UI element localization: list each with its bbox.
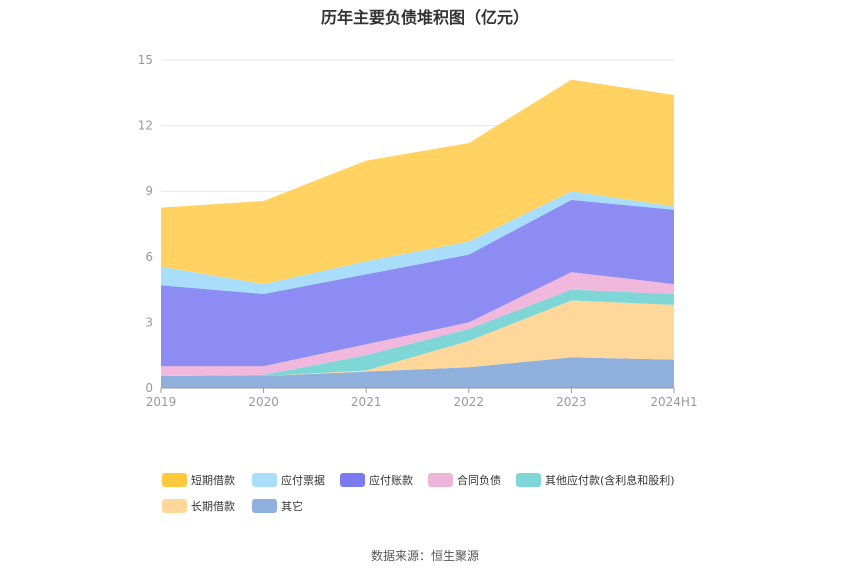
legend-swatch xyxy=(162,473,187,487)
legend-swatch xyxy=(428,473,453,487)
y-tick-label: 0 xyxy=(145,381,153,395)
x-tick-label: 2020 xyxy=(248,395,279,409)
chart-title: 历年主要负债堆积图（亿元） xyxy=(320,8,529,27)
legend-swatch xyxy=(516,473,541,487)
legend-item-accounts-payable[interactable]: 应付账款 xyxy=(340,472,413,488)
legend-label: 其他应付款(含利息和股利) xyxy=(545,474,675,487)
y-tick-label: 15 xyxy=(138,53,153,67)
legend-label: 其它 xyxy=(281,500,303,513)
legend-label: 短期借款 xyxy=(191,474,235,487)
area-合同负债[interactable] xyxy=(161,272,674,376)
legend-item-others[interactable]: 其它 xyxy=(252,498,303,514)
x-tick-label: 2022 xyxy=(454,395,485,409)
area-应付票据[interactable] xyxy=(161,191,674,294)
legend-label: 长期借款 xyxy=(191,500,235,513)
y-tick-label: 12 xyxy=(138,119,153,133)
legend-swatch xyxy=(252,499,277,513)
legend-swatch xyxy=(340,473,365,487)
legend-item-other-payables[interactable]: 其他应付款(含利息和股利) xyxy=(516,472,675,488)
legend-label: 合同负债 xyxy=(457,474,501,487)
legend-item-contract-liabilities[interactable]: 合同负债 xyxy=(428,472,501,488)
area-其他应付款(含利息和股利)[interactable] xyxy=(161,289,674,376)
legend-swatch xyxy=(162,499,187,513)
x-tick-label: 2019 xyxy=(146,395,177,409)
axes: 0 3 6 9 12 15 2019 2020 2021 2022 2023 2024H1 xyxy=(138,53,698,409)
legend-label: 应付账款 xyxy=(369,474,413,487)
y-tick-label: 3 xyxy=(145,315,153,329)
legend-item-short-term-loans[interactable]: 短期借款 xyxy=(162,472,235,488)
area-series xyxy=(161,79,674,388)
legend-label: 应付票据 xyxy=(281,474,325,487)
x-tick-label: 2024H1 xyxy=(650,395,697,409)
x-tick-label: 2023 xyxy=(556,395,587,409)
area-长期借款[interactable] xyxy=(161,300,674,377)
legend-item-notes-payable[interactable]: 应付票据 xyxy=(252,472,325,488)
area-应付账款[interactable] xyxy=(161,199,674,367)
area-其它[interactable] xyxy=(161,357,674,388)
area-短期借款[interactable] xyxy=(161,79,674,285)
legend-swatch xyxy=(252,473,277,487)
y-tick-label: 9 xyxy=(145,184,153,198)
data-source-note: 数据来源：恒生聚源 xyxy=(370,549,479,563)
legend-item-long-term-loans[interactable]: 长期借款 xyxy=(162,498,235,514)
y-tick-label: 6 xyxy=(145,250,153,264)
x-tick-label: 2021 xyxy=(351,395,382,409)
